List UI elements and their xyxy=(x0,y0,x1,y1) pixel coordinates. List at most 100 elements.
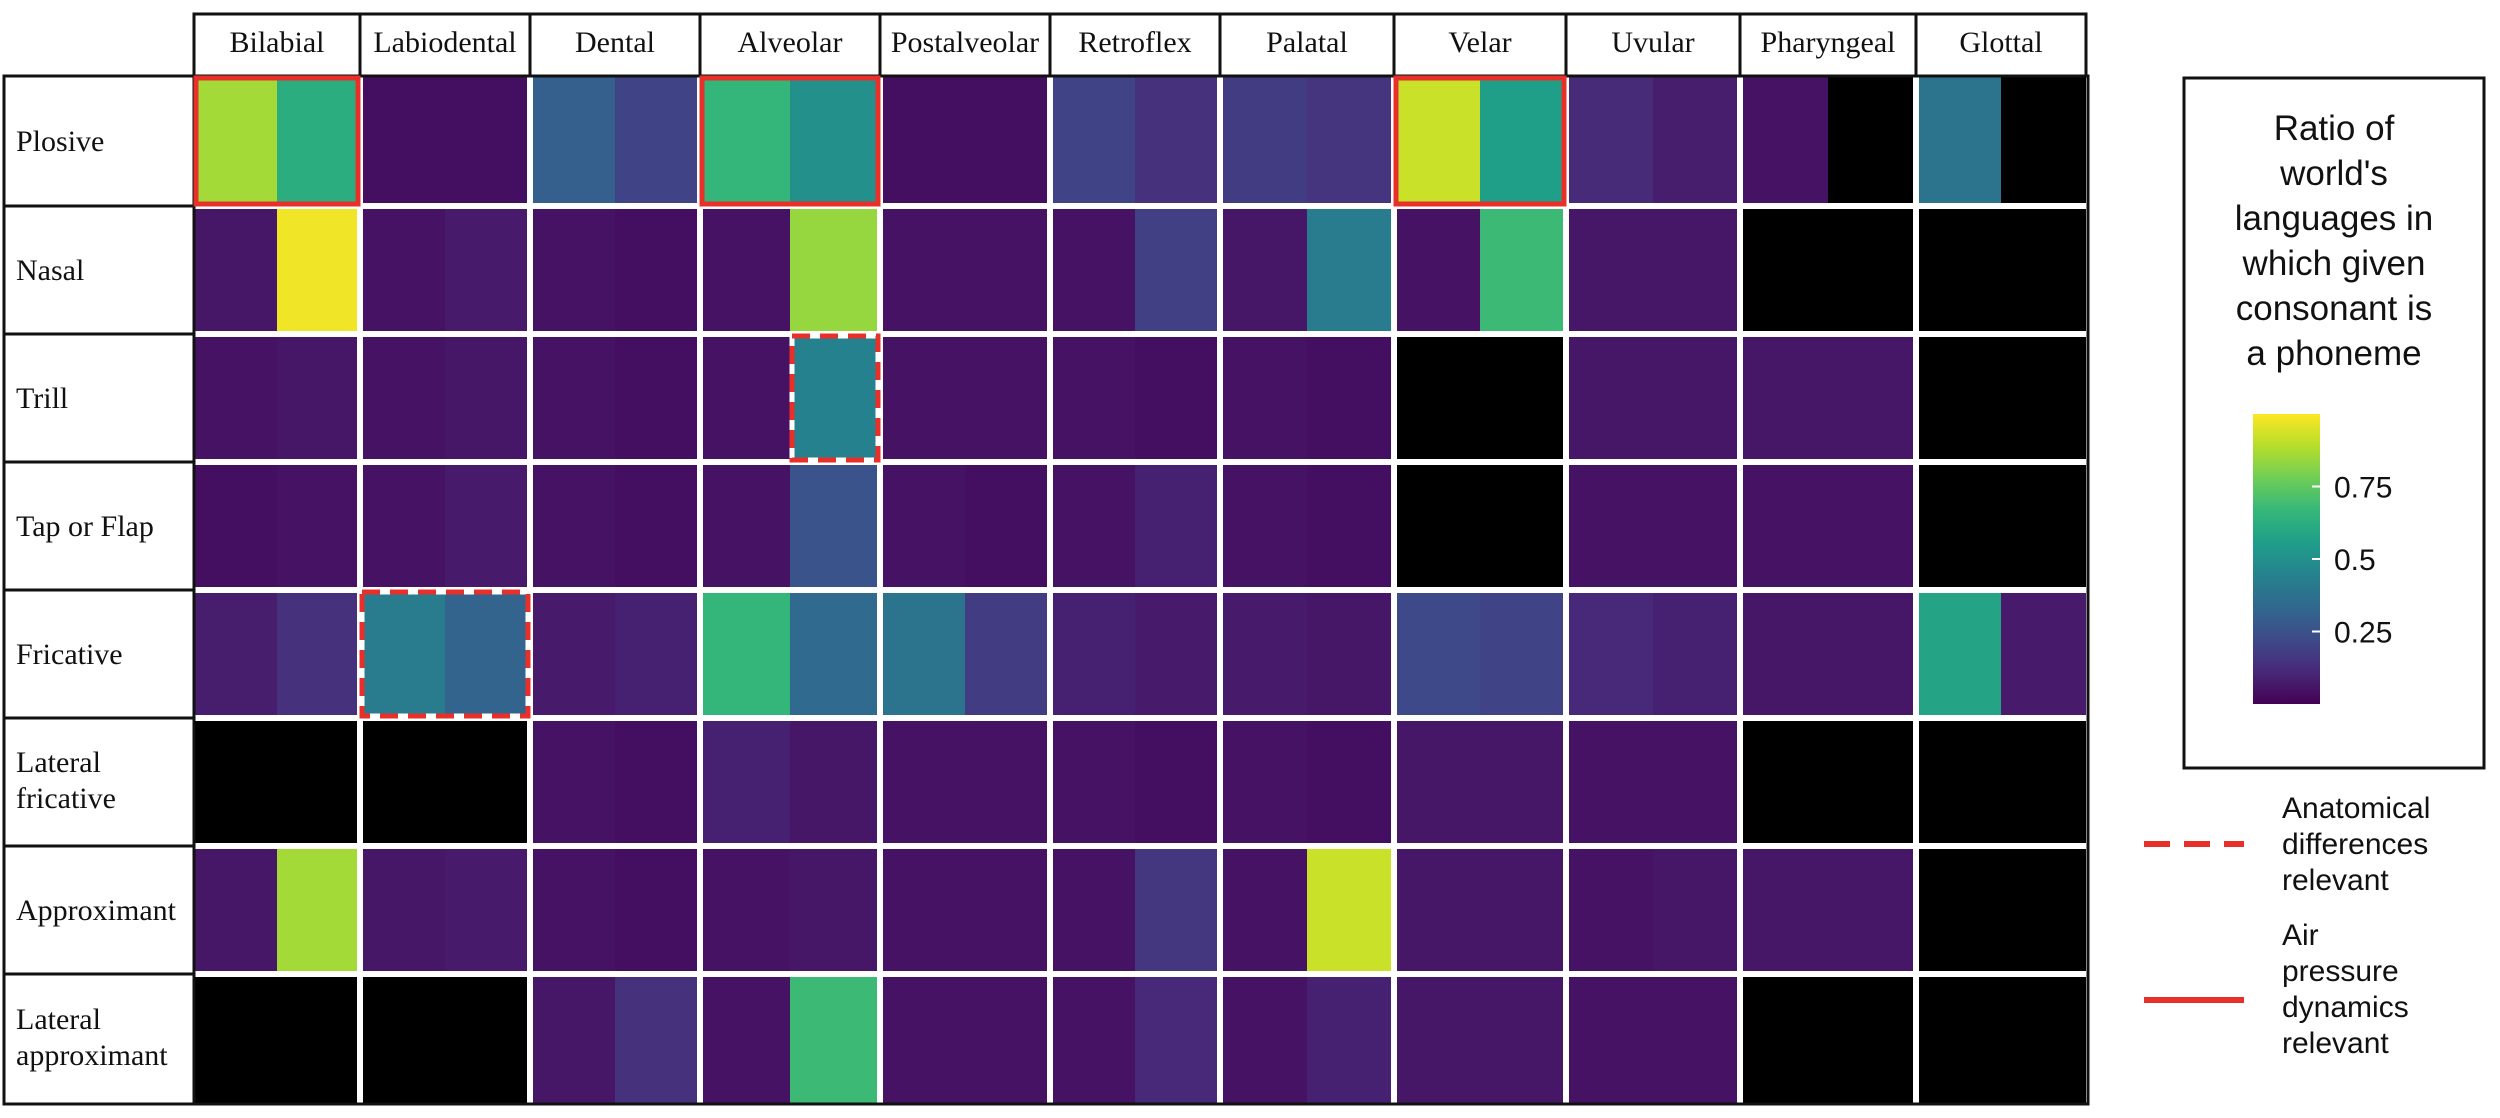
row-label-plosive: Plosive xyxy=(16,125,104,158)
cell-tap-or-flap-postalveolar-voiced xyxy=(965,462,1050,590)
cell-lateral-fricative-dental-voiced xyxy=(615,718,700,846)
cell-tap-or-flap-palatal-voiced xyxy=(1307,462,1394,590)
cell-approximant-velar-voiceless xyxy=(1394,846,1480,974)
cell-trill-labiodental-voiced xyxy=(445,334,530,462)
cell-tap-or-flap-labiodental-voiced xyxy=(445,462,530,590)
cell-approximant-palatal-voiceless xyxy=(1220,846,1307,974)
column-label-pharyngeal: Pharyngeal xyxy=(1761,26,1896,59)
cell-fricative-retroflex-voiced xyxy=(1135,590,1220,718)
cell-fricative-postalveolar-voiced xyxy=(965,590,1050,718)
cell-lateral-approximant-glottal-voiced xyxy=(2001,974,2086,1104)
cell-nasal-alveolar-voiceless xyxy=(700,206,790,334)
cell-trill-bilabial-voiced xyxy=(277,334,360,462)
cell-lateral-fricative-retroflex-voiceless xyxy=(1050,718,1135,846)
cell-nasal-postalveolar-voiceless xyxy=(880,206,965,334)
cell-trill-palatal-voiced xyxy=(1307,334,1394,462)
column-label-glottal: Glottal xyxy=(1959,26,2042,59)
cell-trill-glottal-voiceless xyxy=(1916,334,2001,462)
cell-tap-or-flap-palatal-voiceless xyxy=(1220,462,1307,590)
cell-fricative-uvular-voiceless xyxy=(1566,590,1653,718)
cell-approximant-palatal-voiced xyxy=(1307,846,1394,974)
cell-plosive-dental-voiced xyxy=(615,76,700,206)
cell-lateral-fricative-velar-voiceless xyxy=(1394,718,1480,846)
cell-fricative-velar-voiced xyxy=(1480,590,1566,718)
color-scale-title: world's xyxy=(2279,154,2388,193)
cell-approximant-glottal-voiceless xyxy=(1916,846,2001,974)
row-label-lateral-approximant: Lateral approximant xyxy=(16,1003,168,1072)
cell-lateral-approximant-retroflex-voiced xyxy=(1135,974,1220,1104)
cell-approximant-bilabial-voiceless xyxy=(194,846,277,974)
cell-plosive-glottal-voiced xyxy=(2001,76,2086,206)
line-style-legend: AnatomicaldifferencesrelevantAirpressure… xyxy=(2144,792,2430,1060)
cell-plosive-bilabial-voiced xyxy=(277,76,360,206)
cell-fricative-glottal-voiced xyxy=(2001,590,2086,718)
cell-fricative-dental-voiced xyxy=(615,590,700,718)
cell-nasal-bilabial-voiced xyxy=(277,206,360,334)
cell-lateral-approximant-labiodental-voiceless xyxy=(360,974,445,1104)
cell-nasal-retroflex-voiced xyxy=(1135,206,1220,334)
cell-nasal-bilabial-voiceless xyxy=(194,206,277,334)
cell-plosive-pharyngeal-voiceless xyxy=(1740,76,1828,206)
heatmap-labels: Bilabial Labiodental Dental Alveolar Postalv… xyxy=(2,12,2090,1106)
cell-fricative-bilabial-voiced xyxy=(277,590,360,718)
cell-tap-or-flap-uvular-voiceless xyxy=(1566,462,1653,590)
air-pressure-highlight-box xyxy=(1393,75,1567,207)
cell-tap-or-flap-labiodental-voiceless xyxy=(360,462,445,590)
cell-trill-pharyngeal-voiced xyxy=(1828,334,1916,462)
cell-trill-retroflex-voiceless xyxy=(1050,334,1135,462)
cell-nasal-alveolar-voiced xyxy=(790,206,880,334)
cell-tap-or-flap-alveolar-voiced xyxy=(790,462,880,590)
color-scale-title: consonant is xyxy=(2236,289,2433,328)
cell-approximant-alveolar-voiced xyxy=(790,846,880,974)
cell-plosive-alveolar-voiceless xyxy=(700,76,790,206)
column-label-palatal: Palatal xyxy=(1266,26,1348,59)
color-scale-title: languages in xyxy=(2235,199,2434,238)
cell-tap-or-flap-alveolar-voiceless xyxy=(700,462,790,590)
legend-label-dashed: Anatomical xyxy=(2282,792,2430,825)
cell-trill-velar-voiced xyxy=(1480,334,1566,462)
cell-lateral-approximant-palatal-voiceless xyxy=(1220,974,1307,1104)
cell-nasal-postalveolar-voiced xyxy=(965,206,1050,334)
cell-plosive-pharyngeal-voiced xyxy=(1828,76,1916,206)
cell-tap-or-flap-dental-voiced xyxy=(615,462,700,590)
column-label-alveolar: Alveolar xyxy=(738,26,843,59)
cell-fricative-bilabial-voiceless xyxy=(194,590,277,718)
cell-lateral-approximant-postalveolar-voiced xyxy=(965,974,1050,1104)
cell-lateral-approximant-velar-voiceless xyxy=(1394,974,1480,1104)
cell-lateral-fricative-velar-voiced xyxy=(1480,718,1566,846)
highlight-boxes xyxy=(193,75,1567,719)
color-scale-title: a phoneme xyxy=(2246,334,2421,373)
column-label-dental: Dental xyxy=(575,26,655,59)
cell-trill-retroflex-voiced xyxy=(1135,334,1220,462)
cell-lateral-approximant-uvular-voiceless xyxy=(1566,974,1653,1104)
cell-nasal-labiodental-voiceless xyxy=(360,206,445,334)
cell-plosive-labiodental-voiced xyxy=(445,76,530,206)
cell-plosive-velar-voiced xyxy=(1480,76,1566,206)
cell-plosive-postalveolar-voiceless xyxy=(880,76,965,206)
legend-label-solid: dynamics xyxy=(2282,991,2409,1024)
column-label-postalveolar: Postalveolar xyxy=(891,26,1039,59)
cell-approximant-bilabial-voiced xyxy=(277,846,360,974)
cell-plosive-alveolar-voiced xyxy=(790,76,880,206)
row-label-nasal: Nasal xyxy=(16,254,84,287)
cell-fricative-uvular-voiced xyxy=(1653,590,1740,718)
cell-lateral-approximant-pharyngeal-voiceless xyxy=(1740,974,1828,1104)
cell-nasal-glottal-voiced xyxy=(2001,206,2086,334)
row-label-approximant: Approximant xyxy=(16,894,177,927)
cell-fricative-labiodental-voiced xyxy=(445,590,530,718)
cell-lateral-approximant-velar-voiced xyxy=(1480,974,1566,1104)
color-scale-title: which given xyxy=(2242,244,2426,283)
cell-plosive-palatal-voiceless xyxy=(1220,76,1307,206)
cell-tap-or-flap-bilabial-voiceless xyxy=(194,462,277,590)
cell-nasal-glottal-voiceless xyxy=(1916,206,2001,334)
cell-plosive-postalveolar-voiced xyxy=(965,76,1050,206)
heatmap-grid xyxy=(194,76,2086,1104)
cell-lateral-approximant-dental-voiceless xyxy=(530,974,615,1104)
legend-label-solid: relevant xyxy=(2282,1027,2389,1060)
color-scale-tick-label: 0.5 xyxy=(2334,544,2376,577)
cell-fricative-postalveolar-voiceless xyxy=(880,590,965,718)
row-label-lateral-fricative: Lateral fricative xyxy=(16,746,116,815)
air-pressure-highlight-box xyxy=(699,75,881,207)
cell-lateral-approximant-alveolar-voiced xyxy=(790,974,880,1104)
